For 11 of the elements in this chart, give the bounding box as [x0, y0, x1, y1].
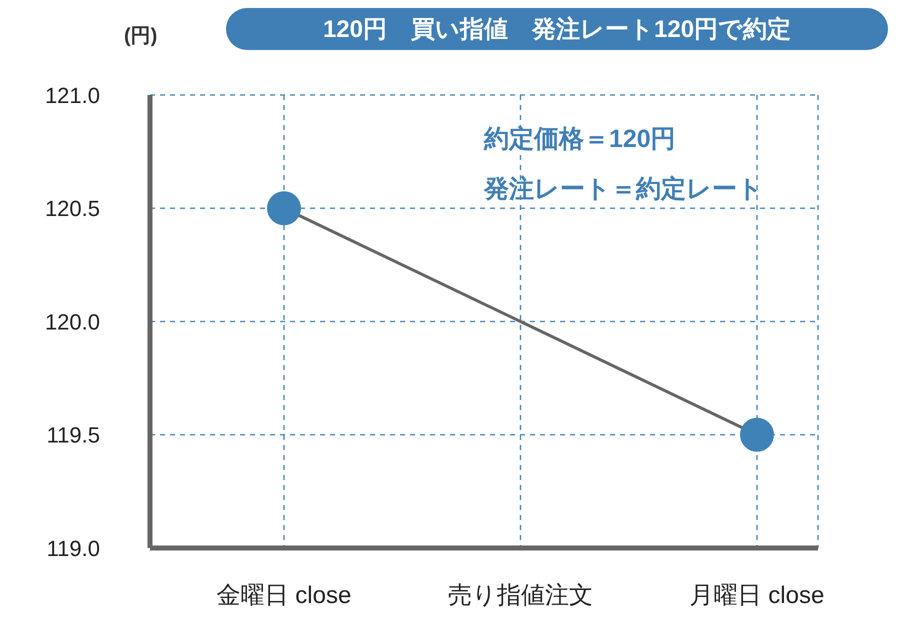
x-tick-label: 金曜日 close	[216, 582, 352, 610]
x-tick-label: 売り指値注文	[448, 582, 593, 610]
y-tick-label: 119.5	[46, 422, 100, 448]
chart-title: 120円 買い指値 発注レート120円で約定	[226, 8, 888, 50]
y-tick-label: 120.5	[44, 196, 100, 222]
y-tick-label: 121.0	[44, 82, 100, 108]
x-tick-label: 月曜日 close	[690, 582, 824, 610]
y-tick-label: 119.0	[46, 536, 100, 561]
y-tick-label: 120.0	[44, 309, 100, 334]
annotation: 発注レート＝約定レート	[484, 174, 763, 205]
y-axis-title: (円)	[124, 24, 158, 49]
